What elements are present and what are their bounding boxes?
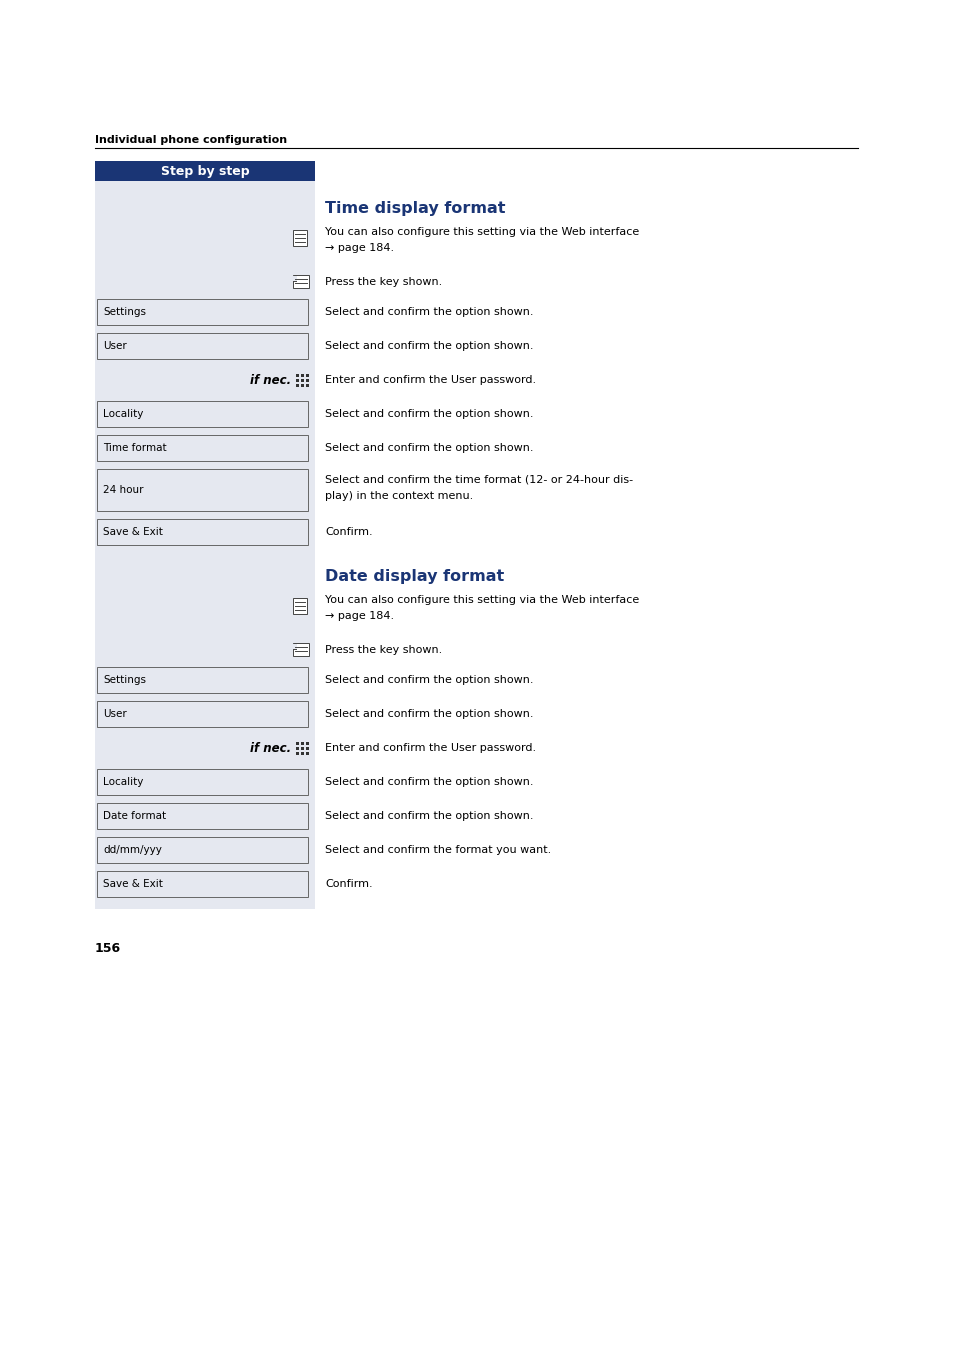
Bar [301, 378, 304, 381]
Text: Individual phone configuration: Individual phone configuration [95, 135, 287, 145]
Bar [293, 644, 296, 648]
Text: if nec.: if nec. [250, 742, 291, 754]
Text: 24 hour: 24 hour [103, 485, 143, 494]
Text: You can also configure this setting via the Web interface: You can also configure this setting via … [325, 594, 639, 605]
Bar [306, 373, 309, 377]
Text: Enter and confirm the User password.: Enter and confirm the User password. [325, 376, 536, 385]
Bar [293, 598, 307, 613]
Text: Select and confirm the option shown.: Select and confirm the option shown. [325, 676, 533, 685]
Text: Enter and confirm the User password.: Enter and confirm the User password. [325, 743, 536, 753]
Bar [97, 701, 308, 727]
Text: Settings: Settings [103, 307, 146, 317]
Text: Date format: Date format [103, 811, 166, 821]
Text: → page 184.: → page 184. [325, 611, 394, 621]
Text: User: User [103, 340, 127, 351]
Bar [296, 751, 299, 754]
Bar [296, 378, 299, 381]
Bar [306, 384, 309, 386]
Bar [97, 299, 308, 326]
Bar [296, 384, 299, 386]
Bar [97, 332, 308, 359]
Bar [306, 747, 309, 750]
Text: 156: 156 [95, 943, 121, 955]
Bar [97, 469, 308, 511]
Text: if nec.: if nec. [250, 373, 291, 386]
Bar [97, 769, 308, 794]
Text: Select and confirm the option shown.: Select and confirm the option shown. [325, 777, 533, 788]
Text: Locality: Locality [103, 409, 143, 419]
Bar [306, 378, 309, 381]
Bar [301, 384, 304, 386]
Bar [97, 871, 308, 897]
Bar [301, 751, 304, 754]
Bar [97, 435, 308, 461]
Text: Select and confirm the option shown.: Select and confirm the option shown. [325, 307, 533, 317]
Bar [301, 742, 304, 744]
Bar [97, 519, 308, 544]
Bar [296, 373, 299, 377]
Bar [97, 667, 308, 693]
Bar [293, 276, 309, 288]
Text: Confirm.: Confirm. [325, 527, 373, 536]
Text: Select and confirm the option shown.: Select and confirm the option shown. [325, 409, 533, 419]
Bar [301, 373, 304, 377]
Bar [97, 838, 308, 863]
Bar [97, 802, 308, 830]
Text: Select and confirm the option shown.: Select and confirm the option shown. [325, 443, 533, 453]
Text: Select and confirm the time format (12- or 24-hour dis-: Select and confirm the time format (12- … [325, 476, 633, 485]
Text: Select and confirm the option shown.: Select and confirm the option shown. [325, 709, 533, 719]
Text: You can also configure this setting via the Web interface: You can also configure this setting via … [325, 227, 639, 236]
Text: Confirm.: Confirm. [325, 880, 373, 889]
Text: play) in the context menu.: play) in the context menu. [325, 490, 473, 501]
Text: Select and confirm the format you want.: Select and confirm the format you want. [325, 844, 551, 855]
Bar [95, 161, 314, 181]
Text: Time display format: Time display format [325, 201, 505, 216]
Bar [95, 181, 314, 909]
Bar [296, 747, 299, 750]
Bar [296, 742, 299, 744]
Text: Press the key shown.: Press the key shown. [325, 277, 442, 286]
Text: Save & Exit: Save & Exit [103, 527, 163, 536]
Text: Date display format: Date display format [325, 569, 504, 584]
Text: Step by step: Step by step [160, 165, 249, 177]
Text: User: User [103, 709, 127, 719]
Text: dd/mm/yyy: dd/mm/yyy [103, 844, 162, 855]
Text: Select and confirm the option shown.: Select and confirm the option shown. [325, 811, 533, 821]
Text: → page 184.: → page 184. [325, 243, 394, 253]
Text: Time format: Time format [103, 443, 167, 453]
Bar [293, 276, 296, 281]
Bar [301, 747, 304, 750]
Text: Press the key shown.: Press the key shown. [325, 644, 442, 655]
Text: Settings: Settings [103, 676, 146, 685]
Bar [293, 643, 309, 657]
Text: Select and confirm the option shown.: Select and confirm the option shown. [325, 340, 533, 351]
Bar [306, 742, 309, 744]
Text: Save & Exit: Save & Exit [103, 880, 163, 889]
Text: Locality: Locality [103, 777, 143, 788]
Bar [293, 230, 307, 246]
Bar [97, 401, 308, 427]
Bar [306, 751, 309, 754]
